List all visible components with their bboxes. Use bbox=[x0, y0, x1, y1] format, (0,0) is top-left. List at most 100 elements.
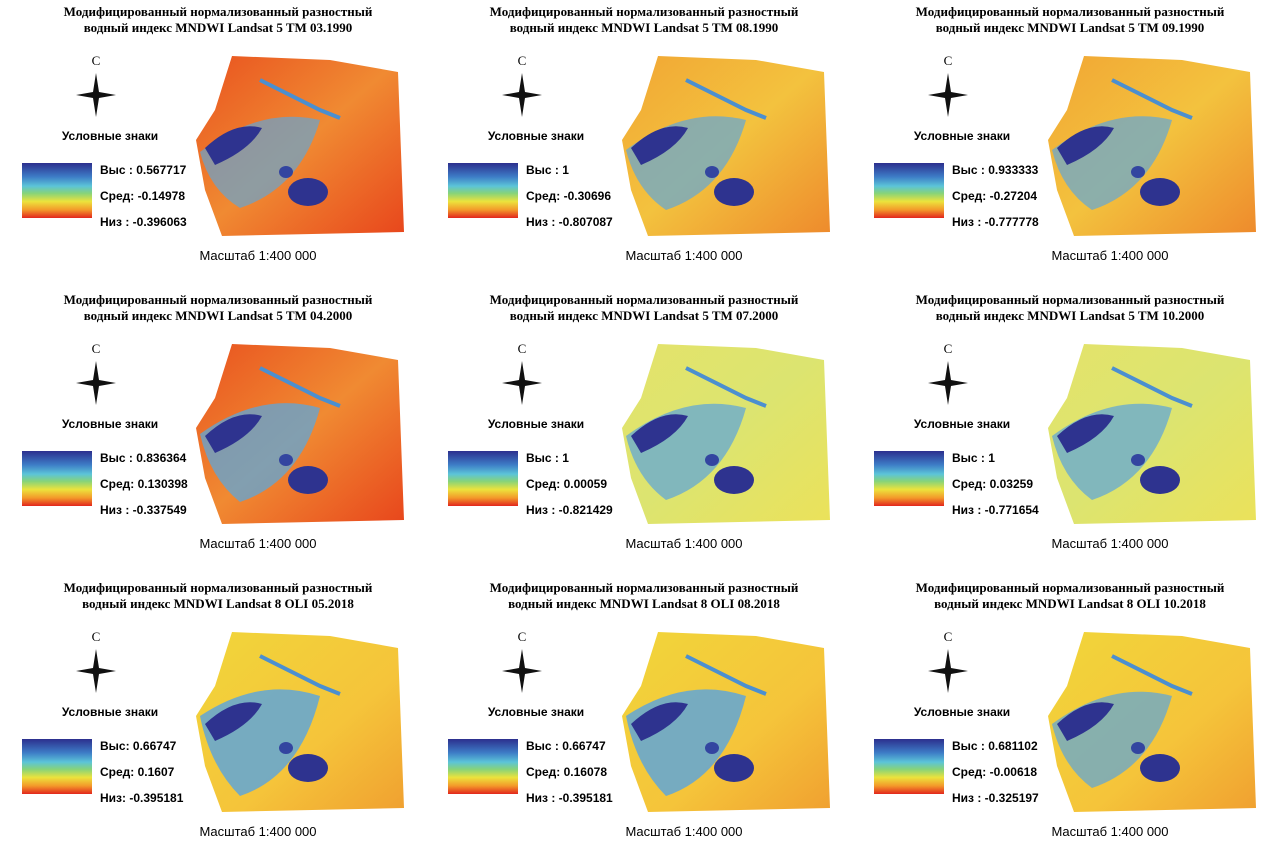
color-ramp bbox=[874, 163, 944, 218]
north-arrow: С bbox=[76, 53, 116, 117]
map-image bbox=[1048, 632, 1256, 812]
color-ramp bbox=[448, 451, 518, 506]
lake bbox=[714, 466, 754, 494]
legend-high: Выс : 1 bbox=[952, 451, 995, 465]
map-panel: Модифицированный нормализованный разност… bbox=[448, 292, 830, 551]
map-panel: Модифицированный нормализованный разност… bbox=[874, 4, 1256, 263]
legend-title: Условные знаки bbox=[488, 129, 584, 143]
map-panel: Модифицированный нормализованный разност… bbox=[22, 292, 404, 551]
legend-low: Низ : -0.396063 bbox=[100, 215, 187, 229]
legend-high: Выс : 0.681102 bbox=[952, 739, 1038, 753]
figure: Модифицированный нормализованный разност… bbox=[0, 0, 1278, 855]
north-arrow: С bbox=[502, 341, 542, 405]
legend-high: Выс : 1 bbox=[526, 451, 569, 465]
lake bbox=[714, 178, 754, 206]
panel-title: Модифицированный нормализованный разност… bbox=[490, 580, 799, 595]
lake bbox=[279, 454, 293, 466]
north-label: С bbox=[518, 341, 527, 356]
compass bbox=[502, 649, 542, 693]
map-image bbox=[1048, 56, 1256, 236]
map-image bbox=[196, 344, 404, 524]
legend-mid: Сред: 0.16078 bbox=[526, 765, 607, 779]
legend-title: Условные знаки bbox=[914, 705, 1010, 719]
color-ramp bbox=[22, 163, 92, 218]
legend-mid: Сред: -0.14978 bbox=[100, 189, 185, 203]
map-image bbox=[1048, 344, 1256, 524]
scale-label: Масштаб 1:400 000 bbox=[625, 248, 742, 263]
legend-mid: Сред: 0.03259 bbox=[952, 477, 1033, 491]
panel-title: Модифицированный нормализованный разност… bbox=[490, 292, 799, 307]
panel-title: Модифицированный нормализованный разност… bbox=[64, 4, 373, 19]
map-image bbox=[622, 344, 830, 524]
compass bbox=[76, 361, 116, 405]
legend-title: Условные знаки bbox=[62, 129, 158, 143]
compass bbox=[928, 73, 968, 117]
lake bbox=[288, 754, 328, 782]
map-panel: Модифицированный нормализованный разност… bbox=[874, 292, 1256, 551]
lake bbox=[1140, 466, 1180, 494]
north-label: С bbox=[92, 629, 101, 644]
panel-title: водный индекс MNDWI Landsat 5 TM 07.2000 bbox=[510, 308, 779, 323]
color-ramp bbox=[874, 739, 944, 794]
lake bbox=[1131, 742, 1145, 754]
lake bbox=[279, 166, 293, 178]
scale-label: Масштаб 1:400 000 bbox=[625, 824, 742, 839]
legend-low: Низ : -0.337549 bbox=[100, 503, 187, 517]
scale-label: Масштаб 1:400 000 bbox=[1051, 536, 1168, 551]
legend-low: Низ : -0.325197 bbox=[952, 791, 1039, 805]
scale-label: Масштаб 1:400 000 bbox=[625, 536, 742, 551]
legend-low: Низ : -0.821429 bbox=[526, 503, 613, 517]
map-panel: Модифицированный нормализованный разност… bbox=[22, 4, 404, 263]
panel-title: Модифицированный нормализованный разност… bbox=[64, 292, 373, 307]
panel-title: Модифицированный нормализованный разност… bbox=[916, 580, 1225, 595]
legend-low: Низ : -0.777778 bbox=[952, 215, 1039, 229]
lake bbox=[288, 178, 328, 206]
lake bbox=[705, 454, 719, 466]
legend-high: Выс : 0.567717 bbox=[100, 163, 187, 177]
lake bbox=[279, 742, 293, 754]
compass bbox=[928, 361, 968, 405]
panel-title: водный индекс MNDWI Landsat 5 TM 09.1990 bbox=[936, 20, 1205, 35]
legend-title: Условные знаки bbox=[488, 417, 584, 431]
north-label: С bbox=[518, 629, 527, 644]
legend-low: Низ : -0.771654 bbox=[952, 503, 1039, 517]
lake bbox=[705, 742, 719, 754]
legend-mid: Сред: 0.00059 bbox=[526, 477, 607, 491]
color-ramp bbox=[448, 163, 518, 218]
north-arrow: С bbox=[76, 629, 116, 693]
panel-title: Модифицированный нормализованный разност… bbox=[64, 580, 373, 595]
map-image bbox=[196, 56, 404, 236]
scale-label: Масштаб 1:400 000 bbox=[1051, 824, 1168, 839]
lake bbox=[1140, 178, 1180, 206]
panel-title: водный индекс MNDWI Landsat 5 TM 04.2000 bbox=[84, 308, 353, 323]
panel-title: водный индекс MNDWI Landsat 8 OLI 05.201… bbox=[82, 596, 354, 611]
panel-title: Модифицированный нормализованный разност… bbox=[490, 4, 799, 19]
color-ramp bbox=[448, 739, 518, 794]
legend-title: Условные знаки bbox=[488, 705, 584, 719]
legend-mid: Сред: -0.30696 bbox=[526, 189, 611, 203]
legend-mid: Сред: 0.130398 bbox=[100, 477, 188, 491]
scale-label: Масштаб 1:400 000 bbox=[1051, 248, 1168, 263]
compass bbox=[502, 361, 542, 405]
scale-label: Масштаб 1:400 000 bbox=[199, 824, 316, 839]
panel-title: водный индекс MNDWI Landsat 5 TM 10.2000 bbox=[936, 308, 1205, 323]
compass bbox=[928, 649, 968, 693]
map-panel: Модифицированный нормализованный разност… bbox=[448, 580, 830, 839]
north-label: С bbox=[944, 53, 953, 68]
north-arrow: С bbox=[502, 53, 542, 117]
panel-title: водный индекс MNDWI Landsat 8 OLI 08.201… bbox=[508, 596, 780, 611]
panel-title: водный индекс MNDWI Landsat 5 TM 03.1990 bbox=[84, 20, 353, 35]
legend-mid: Сред: -0.00618 bbox=[952, 765, 1037, 779]
compass bbox=[76, 73, 116, 117]
map-panel: Модифицированный нормализованный разност… bbox=[22, 580, 404, 839]
map-image bbox=[196, 632, 404, 812]
lake bbox=[1131, 454, 1145, 466]
legend-title: Условные знаки bbox=[62, 417, 158, 431]
legend-high: Выс : 0.836364 bbox=[100, 451, 187, 465]
lake bbox=[288, 466, 328, 494]
map-panel: Модифицированный нормализованный разност… bbox=[448, 4, 830, 263]
panel-title: водный индекс MNDWI Landsat 8 OLI 10.201… bbox=[934, 596, 1206, 611]
legend-low: Низ: -0.395181 bbox=[100, 791, 184, 805]
legend-title: Условные знаки bbox=[914, 129, 1010, 143]
lake bbox=[705, 166, 719, 178]
